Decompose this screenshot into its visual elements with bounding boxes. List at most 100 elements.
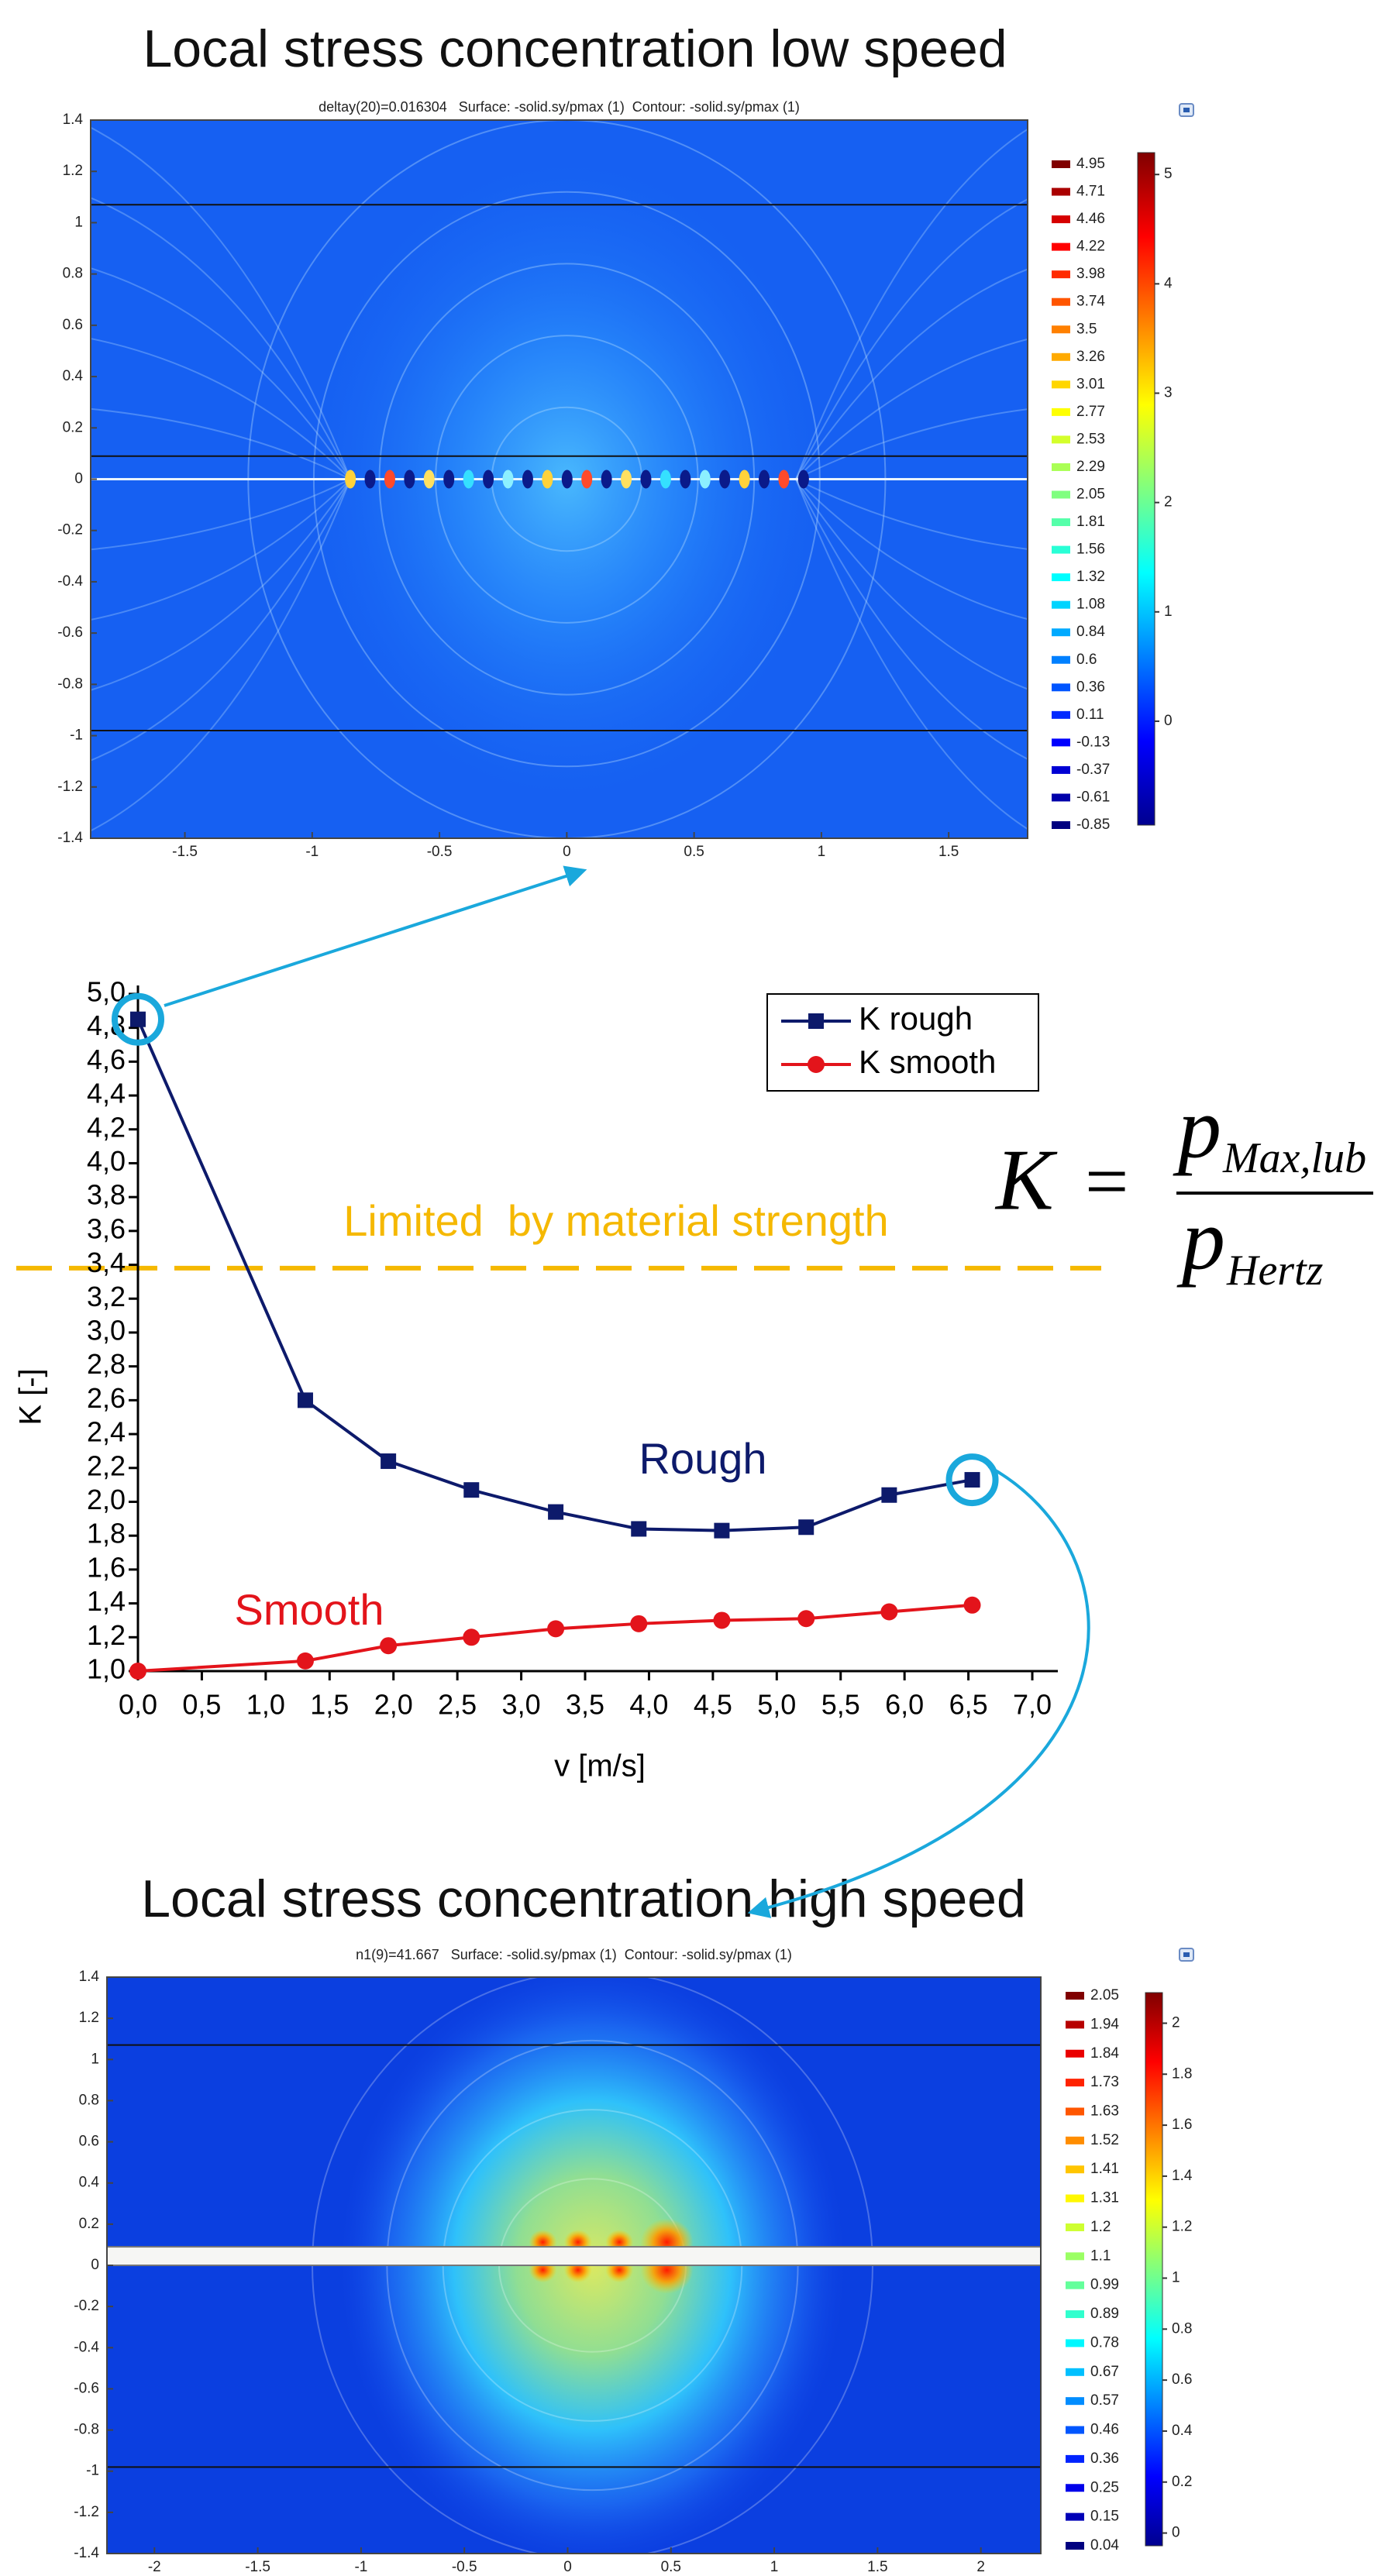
contour-level <box>1052 491 1070 499</box>
page: {"chart_data": [ {"type": "contour", "ti… <box>0 0 1381 2576</box>
colorbar-tick-label: 1.8 <box>1172 2065 1192 2082</box>
chart-subtitle: deltay(20)=0.016304 Surface: -solid.sy/p… <box>319 99 800 115</box>
x-tick-label: 0 <box>563 2559 572 2575</box>
y-tick-label: -1.2 <box>57 779 83 795</box>
x-tick-label: 5,5 <box>821 1689 860 1721</box>
data-point <box>713 1611 730 1628</box>
x-tick-label: 3,0 <box>502 1689 541 1721</box>
contour-level <box>1052 435 1070 443</box>
y-tick-label: 1.2 <box>63 163 83 179</box>
contour-level-label: 0.57 <box>1090 2392 1119 2409</box>
contour-level-label: 0.36 <box>1076 679 1105 695</box>
contour-level-label: 4.46 <box>1076 211 1105 227</box>
contour-level <box>1066 2397 1084 2405</box>
contour-level-label: 4.95 <box>1076 156 1105 172</box>
contour-level <box>1052 738 1070 746</box>
data-point <box>965 1472 980 1487</box>
x-tick-label: -0.5 <box>452 2559 477 2575</box>
chart-title: Local stress concentration low speed <box>143 19 1007 78</box>
contour-level <box>1066 2426 1084 2434</box>
contour-level <box>1066 2339 1084 2347</box>
hotspot <box>719 470 730 489</box>
contour-level-label: 3.26 <box>1076 349 1105 365</box>
hotspot <box>778 470 789 489</box>
x-tick-label: -1 <box>354 2559 367 2575</box>
contour-level-label: 3.98 <box>1076 266 1105 282</box>
contour-level <box>1052 793 1070 801</box>
contour-level-label: 1.94 <box>1090 2016 1119 2032</box>
y-tick-label: 4,0 <box>87 1145 126 1177</box>
y-tick-label: 1.4 <box>63 112 84 128</box>
hotspot <box>581 470 592 489</box>
y-tick-label: 0.4 <box>63 368 84 384</box>
contour-level-label: 1.81 <box>1076 514 1105 530</box>
x-tick-label: -1.5 <box>245 2559 270 2575</box>
y-tick-label: 1 <box>91 2051 99 2067</box>
contour-level-label: 1.52 <box>1090 2132 1119 2148</box>
colorbar-tick-label: 0.6 <box>1172 2371 1192 2388</box>
contour-level <box>1066 2368 1084 2376</box>
y-tick-label: 1,6 <box>87 1551 126 1583</box>
y-tick-label: 1,8 <box>87 1518 126 1549</box>
contour-level-label: 0.11 <box>1076 707 1104 723</box>
contour-level <box>1052 573 1070 581</box>
y-tick-label: -0.2 <box>57 522 83 538</box>
x-tick-label: 2 <box>976 2559 985 2575</box>
contour-level <box>1066 2455 1084 2463</box>
contour-level-label: 1.2 <box>1090 2219 1111 2235</box>
data-point <box>630 1615 647 1632</box>
colorbar-tick-label: 0.4 <box>1172 2423 1193 2439</box>
contour-level-label: -0.61 <box>1076 789 1110 805</box>
y-tick-label: 1.4 <box>79 1969 100 1985</box>
contour-level-label: 0.15 <box>1090 2509 1119 2525</box>
contour-level <box>1052 518 1070 526</box>
y-axis-label: K [-] <box>14 1368 48 1425</box>
x-tick-label: -1 <box>305 844 319 860</box>
x-tick-label: 7,0 <box>1013 1689 1052 1721</box>
legend-label: K smooth <box>859 1044 996 1080</box>
x-tick-label: 1,0 <box>246 1689 285 1721</box>
formula-subscript: Max,lub <box>1222 1134 1366 1182</box>
x-tick-label: 1,5 <box>310 1689 349 1721</box>
x-tick-label: 1.5 <box>867 2559 887 2575</box>
y-tick-label: -1 <box>70 727 83 744</box>
formula-symbol: p <box>1173 1081 1221 1177</box>
hotspot <box>522 470 533 489</box>
hotspot <box>759 470 770 489</box>
y-tick-label: -0.8 <box>57 676 83 692</box>
x-tick-label: -2 <box>148 2559 161 2575</box>
data-point <box>463 1482 479 1498</box>
data-point <box>798 1519 814 1535</box>
x-tick-label: 0,0 <box>119 1689 157 1721</box>
contour-level-label: 0.25 <box>1090 2479 1119 2495</box>
hotspot <box>404 470 415 489</box>
x-tick-label: 1.5 <box>938 844 959 860</box>
x-tick-label: 1 <box>818 844 826 860</box>
y-tick-label: 0.8 <box>63 266 83 282</box>
contour-level <box>1052 408 1070 416</box>
formula-lhs: K <box>994 1133 1058 1229</box>
colorbar-tick-label: 1 <box>1164 604 1173 620</box>
x-tick-label: 2,5 <box>438 1689 477 1721</box>
contour-level-label: 1.84 <box>1090 2045 1119 2062</box>
x-tick-label: 0.5 <box>661 2559 681 2575</box>
contour-level <box>1052 766 1070 774</box>
contour-level-label: 2.05 <box>1090 1987 1119 2003</box>
colorbar <box>1145 1993 1162 2546</box>
colorbar-tick-label: 0.2 <box>1172 2474 1192 2490</box>
colorbar <box>1138 153 1155 825</box>
contour-level-label: 0.46 <box>1090 2422 1119 2438</box>
data-point <box>130 1012 146 1027</box>
y-tick-label: 3,8 <box>87 1179 126 1211</box>
contour-level-label: 2.05 <box>1076 487 1105 503</box>
contour-level <box>1052 711 1070 719</box>
contour-level <box>1052 353 1070 361</box>
contour-level <box>1066 2513 1084 2521</box>
contour-level-label: 0.36 <box>1090 2450 1119 2467</box>
colorbar-tick-label: 0 <box>1172 2525 1180 2541</box>
contour-level <box>1052 188 1070 196</box>
contour-level <box>1066 2165 1084 2173</box>
contour-level-label: 1.08 <box>1076 597 1105 613</box>
hotspot <box>463 470 474 489</box>
hotspot <box>798 470 809 489</box>
